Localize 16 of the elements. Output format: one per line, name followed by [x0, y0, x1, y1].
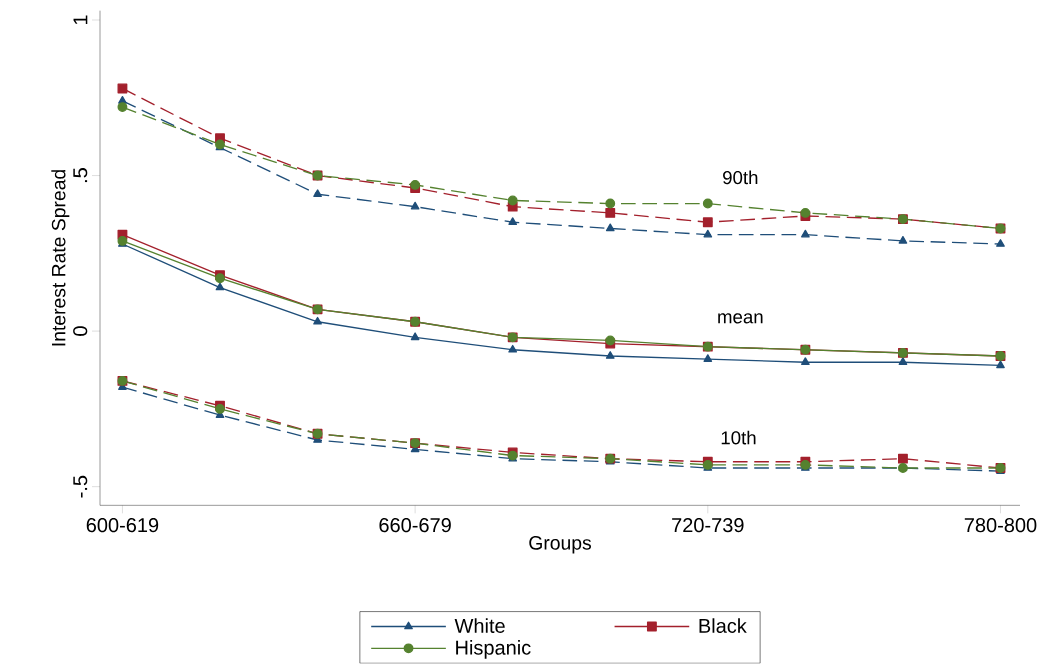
x-axis-title: Groups — [529, 536, 591, 554]
legend-label: Black — [699, 618, 747, 634]
x-tick-label: 660-679 — [379, 518, 451, 533]
x-tick-label: 720-739 — [672, 518, 744, 533]
x-tick-label: 780-800 — [964, 518, 1037, 533]
x-tick-label: 600-619 — [86, 518, 159, 533]
y-tick-label: 1 — [73, 15, 88, 25]
y-axis-title: Interest Rate Spread — [51, 170, 70, 346]
annotation: 10th — [721, 430, 756, 445]
y-tick-label: 0 — [73, 326, 88, 337]
legend-label: White — [454, 618, 505, 634]
y-tick-label: -.5 — [73, 476, 88, 498]
annotation: mean — [718, 313, 763, 324]
annotation: 90th — [723, 170, 758, 185]
y-tick-label: .5 — [73, 168, 88, 183]
legend-label: Hispanic — [456, 640, 531, 659]
